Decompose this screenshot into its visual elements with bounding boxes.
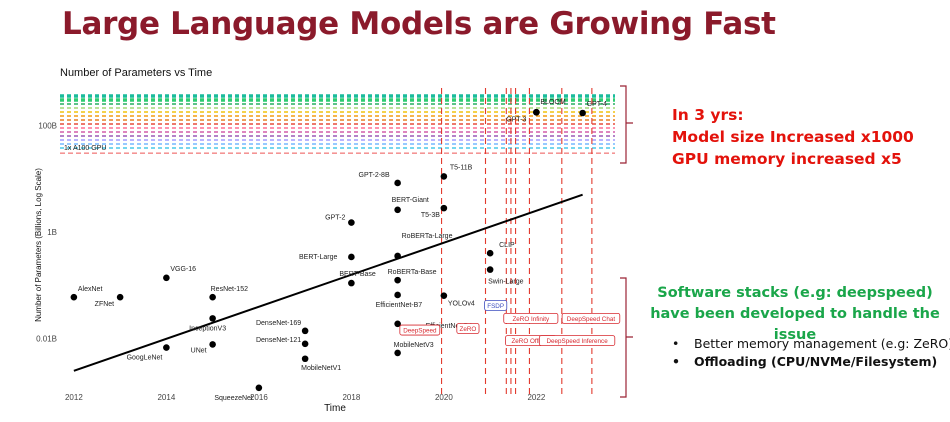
data-point: [301, 327, 309, 335]
x-tick-label: 2018: [342, 393, 360, 402]
point-label: UNet: [191, 347, 207, 354]
point-label: T5-3B: [421, 212, 440, 219]
data-point: [579, 109, 586, 117]
summary-line: In 3 yrs:: [672, 106, 744, 124]
point-label: ResNet-152: [211, 286, 248, 293]
x-tick-label: 2016: [250, 393, 268, 402]
trend-line: [73, 193, 583, 372]
point-label: VGG-16: [170, 266, 196, 273]
software-label-box: [484, 300, 508, 311]
data-point: [394, 349, 401, 357]
data-point: [394, 291, 401, 299]
x-tick-label: 2020: [435, 393, 453, 402]
point-label: GPT-3: [506, 116, 526, 123]
software-label: DeepSpeed Inference: [546, 338, 608, 345]
software-label: ZeRO Infinity: [512, 316, 550, 323]
y-tick-label: 0.01B: [36, 335, 57, 344]
point-label: BLOOM: [540, 99, 565, 106]
point-label: BERT-Giant: [392, 197, 429, 204]
point-label: EfficientNet-B7: [376, 302, 423, 309]
data-point: [394, 252, 401, 260]
x-tick-label: 2022: [527, 393, 545, 402]
bullet-list: Better memory management (e.g: ZeRO) Off…: [672, 335, 950, 371]
data-point: [255, 384, 263, 392]
point-label: GPT-2: [325, 215, 345, 222]
x-axis-label: Time: [324, 403, 346, 414]
data-point: [486, 249, 494, 257]
point-label: DenseNet-169: [256, 320, 301, 327]
point-label: ZFNet: [95, 301, 115, 308]
y-tick-label: 1B: [47, 228, 57, 237]
software-label: ZeRO Offload: [511, 338, 550, 345]
point-label: RoBERTa-Large: [402, 233, 453, 240]
point-label: CLIP: [499, 242, 515, 249]
point-label: SqueezeNet: [214, 395, 253, 402]
point-label: Swin-Large: [488, 279, 524, 286]
a100-label: 1x A100 GPU: [64, 145, 106, 152]
point-label: GoogLeNet: [127, 355, 163, 362]
data-point: [440, 173, 448, 180]
data-point: [440, 204, 448, 212]
software-label: DeepSpeed: [403, 327, 437, 334]
point-label: BERT-Large: [299, 254, 337, 261]
slide-title: Large Language Models are Growing Fast: [62, 6, 776, 42]
data-point: [209, 341, 216, 348]
parameters-chart: Number of Parameters vs Time 1x A100 GPU 0…: [34, 67, 621, 414]
point-label: DenseNet-121: [256, 337, 301, 344]
summary-line: Model size Increased x1000: [672, 128, 914, 146]
point-label: MobileNetV3: [394, 342, 434, 349]
x-tick-label: 2012: [65, 393, 83, 402]
data-point: [163, 274, 170, 282]
y-tick-label: 100B: [38, 121, 57, 130]
data-point: [163, 344, 170, 351]
chart-title: Number of Parameters vs Time: [60, 67, 212, 79]
data-point: [394, 320, 401, 328]
data-point: [209, 315, 216, 322]
data-point: [209, 293, 216, 301]
summary-line: GPU memory increased x5: [672, 150, 902, 168]
point-label: BERT-Base: [339, 271, 376, 278]
software-label-box: [456, 323, 480, 334]
software-label-box: [561, 312, 621, 324]
data-point: [348, 279, 355, 287]
software-stacks-text: Software stacks (e.g: deepspeed) have be…: [650, 285, 940, 343]
x-tick-label: 2014: [157, 393, 175, 402]
point-label: T5-11B: [450, 164, 473, 171]
point-label: GPT-2-8B: [359, 172, 390, 179]
data-point: [394, 206, 401, 214]
software-label-box: [538, 335, 616, 346]
data-point: [440, 292, 448, 299]
three-year-summary: In 3 yrs: Model size Increased x1000 GPU…: [672, 104, 914, 170]
software-label-box: [503, 312, 559, 324]
software-label: DeepSpeed Chat: [567, 316, 616, 323]
data-point: [533, 108, 540, 116]
point-label: GPT-4: [587, 101, 607, 108]
software-label: ZeRO: [460, 326, 477, 333]
data-point: [70, 293, 78, 301]
point-label: InceptionV3: [189, 325, 226, 332]
data-point: [301, 340, 309, 348]
data-point: [394, 179, 401, 187]
data-point: [301, 355, 309, 363]
data-point: [348, 219, 355, 226]
data-point: [348, 253, 355, 261]
y-axis-label: Number of Parameters (Billions, Log Scal…: [34, 168, 43, 322]
point-label: AlexNet: [78, 286, 103, 293]
data-point: [394, 276, 401, 284]
data-point: [116, 293, 124, 301]
software-label: FSDP: [487, 303, 504, 310]
point-label: EfficientNet-B4: [426, 323, 473, 330]
bullet-memory-management: Better memory management (e.g: ZeRO): [672, 335, 950, 353]
point-label: MobileNetV1: [301, 365, 341, 372]
software-label-box: [399, 324, 441, 336]
point-label: YOLOv4: [448, 301, 475, 308]
bullet-offloading: Offloading (CPU/NVMe/Filesystem): [672, 353, 950, 371]
point-label: RoBERTa-Base: [388, 269, 437, 276]
data-point: [486, 266, 494, 273]
